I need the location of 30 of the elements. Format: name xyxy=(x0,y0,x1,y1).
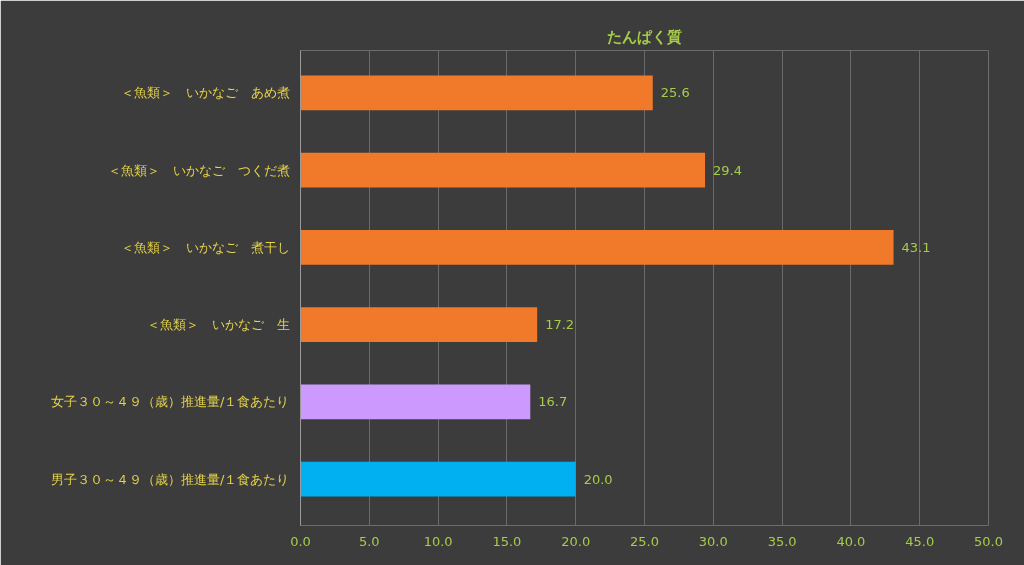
x-tick-label: 45.0 xyxy=(905,533,935,549)
bar xyxy=(300,75,653,111)
y-tick-label: 男子３０～４９（歳）推進量/１食あたり xyxy=(51,471,290,487)
data-label: 16.7 xyxy=(538,394,568,410)
bar xyxy=(300,307,538,343)
y-tick-label: ＜魚類＞ いかなご あめ煮 xyxy=(120,85,290,101)
y-tick-label: ＜魚類＞ いかなご 煮干し xyxy=(120,239,290,255)
x-tick-label: 0.0 xyxy=(290,533,311,549)
data-label: 29.4 xyxy=(713,162,742,178)
x-tick-label: 35.0 xyxy=(767,533,797,549)
data-label: 43.1 xyxy=(901,239,931,255)
y-tick-label: ＜魚類＞ いかなご 生 xyxy=(146,317,290,333)
y-tick-label: ＜魚類＞ いかなご つくだ煮 xyxy=(107,162,290,178)
x-tick-label: 40.0 xyxy=(836,533,866,549)
x-tick-label: 25.0 xyxy=(630,533,659,549)
y-tick-label: 女子３０～４９（歳）推進量/１食あたり xyxy=(51,394,290,410)
x-tick-label: 5.0 xyxy=(358,533,380,549)
bar xyxy=(300,461,576,497)
x-tick-label: 15.0 xyxy=(492,533,522,549)
bar xyxy=(300,230,894,265)
x-tick-label: 50.0 xyxy=(974,533,1003,549)
data-label: 25.6 xyxy=(660,85,690,101)
chart-title: たんぱく質 xyxy=(607,27,682,46)
bar xyxy=(300,152,706,188)
data-label: 20.0 xyxy=(583,471,613,487)
bar xyxy=(300,384,531,420)
data-label: 17.2 xyxy=(545,317,575,333)
x-tick-label: 30.0 xyxy=(698,533,728,549)
x-tick-label: 20.0 xyxy=(561,533,591,549)
x-tick-label: 10.0 xyxy=(423,533,453,549)
